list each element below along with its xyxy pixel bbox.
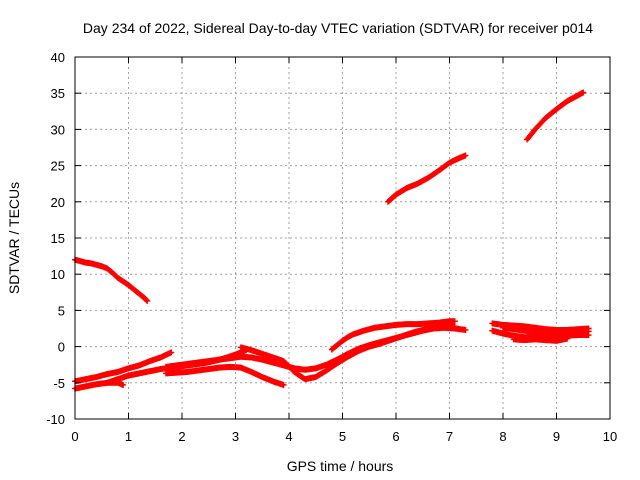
y-axis-ticks: -10 -5 0 5 10 15 20 25 30 35 40 [46,50,610,427]
x-tick-label: 6 [392,429,399,444]
y-tick-label: 20 [51,195,65,210]
data-point [168,349,175,356]
data-point [462,152,469,159]
series-12 [500,324,592,339]
x-tick-label: 7 [446,429,453,444]
x-tick-label: 9 [553,429,560,444]
series-0 [72,256,151,304]
series-6 [162,363,287,388]
y-tick-label: -5 [53,376,65,391]
data-point [280,381,287,388]
x-tick-label: 5 [339,429,346,444]
data-point [144,297,151,304]
series-9 [328,318,458,353]
data-point [120,381,127,388]
x-axis-label: GPS time / hours [287,458,394,474]
x-tick-label: 10 [603,429,617,444]
data-point [451,318,458,325]
x-tick-label: 3 [232,429,239,444]
y-tick-label: 10 [51,267,65,282]
data-point [580,89,587,96]
y-tick-label: -10 [46,412,65,427]
data-marks [72,89,592,392]
chart-title: Day 234 of 2022, Sidereal Day-to-day VTE… [83,20,593,36]
x-tick-label: 8 [499,429,506,444]
data-point [585,328,592,335]
y-tick-label: 30 [51,122,65,137]
y-tick-label: 25 [51,159,65,174]
x-axis-ticks: 0 1 2 3 4 5 6 7 8 9 10 [71,57,617,444]
series-8 [237,323,458,383]
series-1 [384,152,469,205]
series-5 [104,347,250,386]
x-tick-label: 2 [178,429,185,444]
data-point [451,323,458,330]
y-tick-label: 15 [51,231,65,246]
data-point [564,335,571,342]
y-tick-label: 5 [58,303,65,318]
y-tick-label: 40 [51,50,65,65]
grid-lines [75,57,610,419]
data-point [462,326,469,333]
x-tick-label: 0 [71,429,78,444]
x-tick-label: 4 [285,429,292,444]
data-point [143,297,150,304]
y-tick-label: 0 [58,340,65,355]
y-tick-label: 35 [51,86,65,101]
series-13 [510,335,571,344]
x-tick-label: 1 [125,429,132,444]
y-axis-label: SDTVAR / TECUs [6,182,22,294]
series-2 [524,89,587,143]
